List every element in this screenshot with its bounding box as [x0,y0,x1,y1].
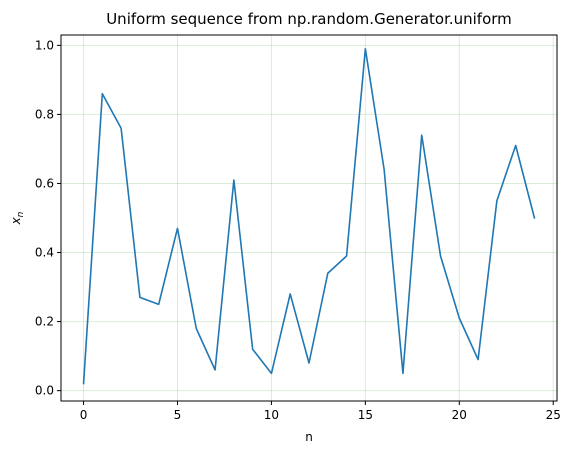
y-axis-label-subscript: n [16,211,26,217]
x-tick-label: 15 [358,408,373,422]
chart-title: Uniform sequence from np.random.Generato… [106,10,512,28]
x-tick-label: 20 [452,408,467,422]
series-layer [82,48,536,385]
y-tick-label: 1.0 [35,38,54,52]
x-tick-label: 10 [264,408,279,422]
y-axis-ticks: 0.0 0.2 0.4 0.6 0.8 1.0 [35,38,61,398]
y-tick-label: 0.6 [35,176,54,190]
y-tick-label: 0.4 [35,246,54,260]
x-tick-label: 25 [546,408,561,422]
x-tick-label: 5 [174,408,182,422]
series-line [82,48,536,385]
y-axis-label: xn [9,211,26,225]
x-axis-ticks: 0 5 10 15 20 25 [80,401,561,422]
y-axis-label-main: x [9,216,23,225]
y-tick-label: 0.8 [35,107,54,121]
grid [61,35,557,401]
y-tick-label: 0.0 [35,384,54,398]
plot-frame [60,34,558,402]
y-tick-label: 0.2 [35,315,54,329]
x-tick-label: 0 [80,408,88,422]
x-axis-label: n [305,430,313,444]
